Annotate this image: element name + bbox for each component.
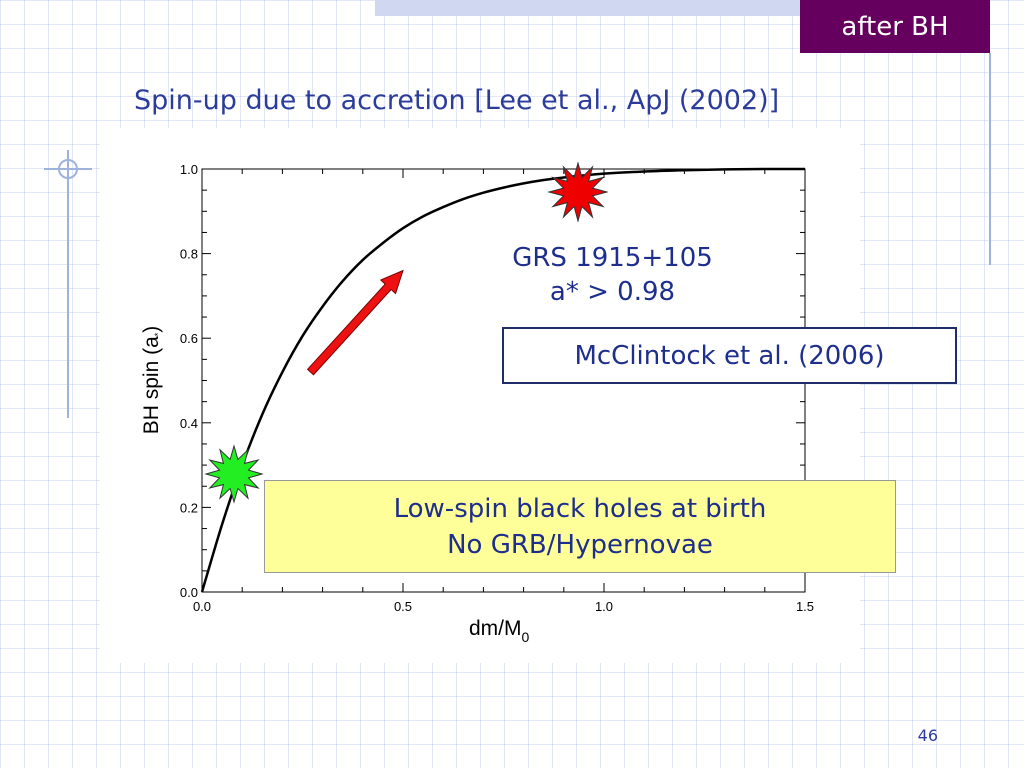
crosshair-icon bbox=[44, 159, 92, 179]
y-tick-label: 0.4 bbox=[180, 416, 198, 431]
decor-vertical-line-left bbox=[67, 150, 69, 418]
star-shape bbox=[547, 162, 608, 223]
spin-up-arrow bbox=[306, 269, 404, 376]
y-tick-label: 0.8 bbox=[180, 247, 198, 262]
y-tick-label: 0.2 bbox=[180, 500, 198, 515]
grs-spin: a* > 0.98 bbox=[549, 277, 676, 307]
y-axis-label: BH spin (a*) bbox=[140, 325, 163, 435]
y-tick-label: 0.0 bbox=[180, 585, 198, 600]
x-tick-label: 1.5 bbox=[796, 599, 814, 614]
plot-panel bbox=[100, 128, 860, 663]
x-tick-label: 1.0 bbox=[595, 599, 613, 614]
green-star-marker bbox=[204, 443, 264, 504]
slide-title: Spin-up due to accretion [Lee et al., Ap… bbox=[134, 85, 780, 116]
axis-tick-labels: 0.0 0.5 1.0 1.5 0.0 0.2 0.4 0.6 0.8 1.0 bbox=[180, 162, 814, 614]
arrow-shape bbox=[306, 269, 404, 376]
x-axis-label: dm/M0 bbox=[469, 617, 530, 645]
reference-text: McClintock et al. (2006) bbox=[574, 340, 885, 371]
star-shape bbox=[204, 443, 264, 504]
grs-name: GRS 1915+105 bbox=[512, 243, 713, 273]
note-box: Low-spin black holes at birth No GRB/Hyp… bbox=[264, 480, 896, 573]
top-decor-band bbox=[375, 0, 803, 16]
note-line-1: Low-spin black holes at birth bbox=[393, 493, 767, 524]
axis-ticks bbox=[201, 168, 806, 593]
reference-box: McClintock et al. (2006) bbox=[502, 327, 957, 384]
decor-vertical-line-right bbox=[989, 53, 991, 265]
page-number: 46 bbox=[917, 726, 938, 745]
spin-curve bbox=[200, 167, 806, 593]
y-tick-label: 0.6 bbox=[180, 331, 198, 346]
red-star-marker bbox=[547, 162, 608, 223]
grs-label: GRS 1915+105 a* > 0.98 bbox=[480, 241, 745, 309]
x-tick-label: 0.0 bbox=[193, 599, 211, 614]
y-tick-label: 1.0 bbox=[180, 162, 198, 177]
note-line-2: No GRB/Hypernovae bbox=[447, 529, 713, 560]
section-tab: after BH bbox=[800, 0, 990, 53]
x-tick-label: 0.5 bbox=[394, 599, 412, 614]
